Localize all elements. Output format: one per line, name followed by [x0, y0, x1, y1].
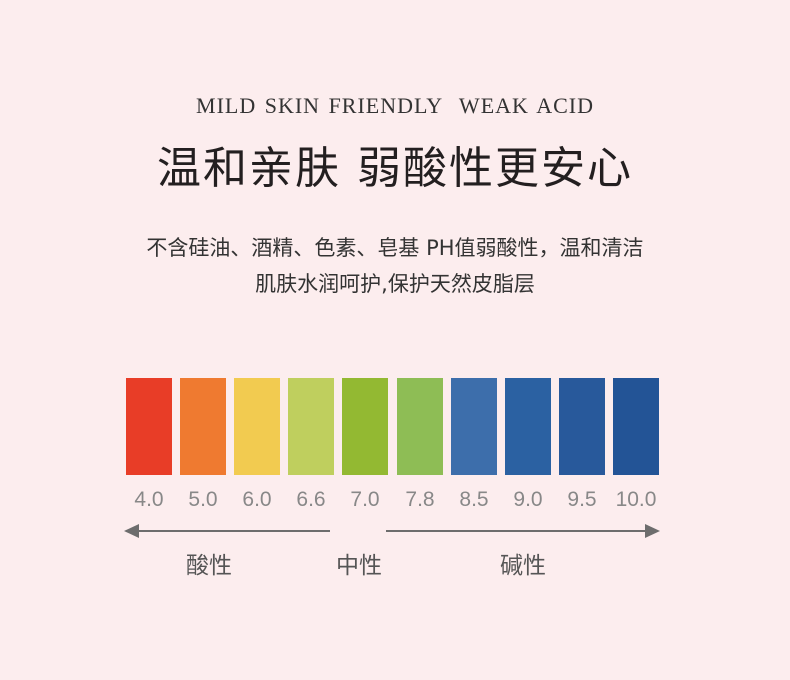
arrow-left-icon: [124, 524, 139, 538]
description-line-2: 肌肤水润呵护,保护天然皮脂层: [255, 272, 535, 296]
ph-color-bar: [342, 378, 388, 475]
ph-value-label: 8.5: [459, 488, 489, 511]
ph-color-bar: [234, 378, 280, 475]
ph-color-bar: [451, 378, 497, 475]
ph-value-label: 5.0: [188, 488, 218, 511]
ph-value-label: 10.0: [615, 488, 657, 511]
ph-value-label: 9.5: [567, 488, 597, 511]
arrow-right-icon: [645, 524, 660, 538]
ph-color-bar: [559, 378, 605, 475]
ph-value-label: 7.8: [405, 488, 435, 511]
ph-value-label: 4.0: [134, 488, 164, 511]
ph-color-bar: [505, 378, 551, 475]
ph-value-label: 9.0: [513, 488, 543, 511]
ph-value-label: 7.0: [350, 488, 380, 511]
english-title: MILD SKIN FRIENDLY WEAK ACID: [196, 93, 594, 118]
ph-color-bar: [126, 378, 172, 475]
ph-value-label: 6.0: [242, 488, 272, 511]
ph-color-bar: [613, 378, 659, 475]
acidic-label: 酸性: [186, 553, 232, 579]
description-line-1: 不含硅油、酒精、色素、皂基 PH值弱酸性，温和清洁: [146, 236, 644, 260]
neutral-label: 中性: [336, 553, 382, 579]
alkaline-label: 碱性: [500, 553, 546, 579]
ph-value-label: 6.6: [296, 488, 326, 511]
chinese-title: 温和亲肤 弱酸性更安心: [157, 143, 633, 194]
ph-color-bar: [397, 378, 443, 475]
ph-color-bar: [288, 378, 334, 475]
ph-color-bar: [180, 378, 226, 475]
